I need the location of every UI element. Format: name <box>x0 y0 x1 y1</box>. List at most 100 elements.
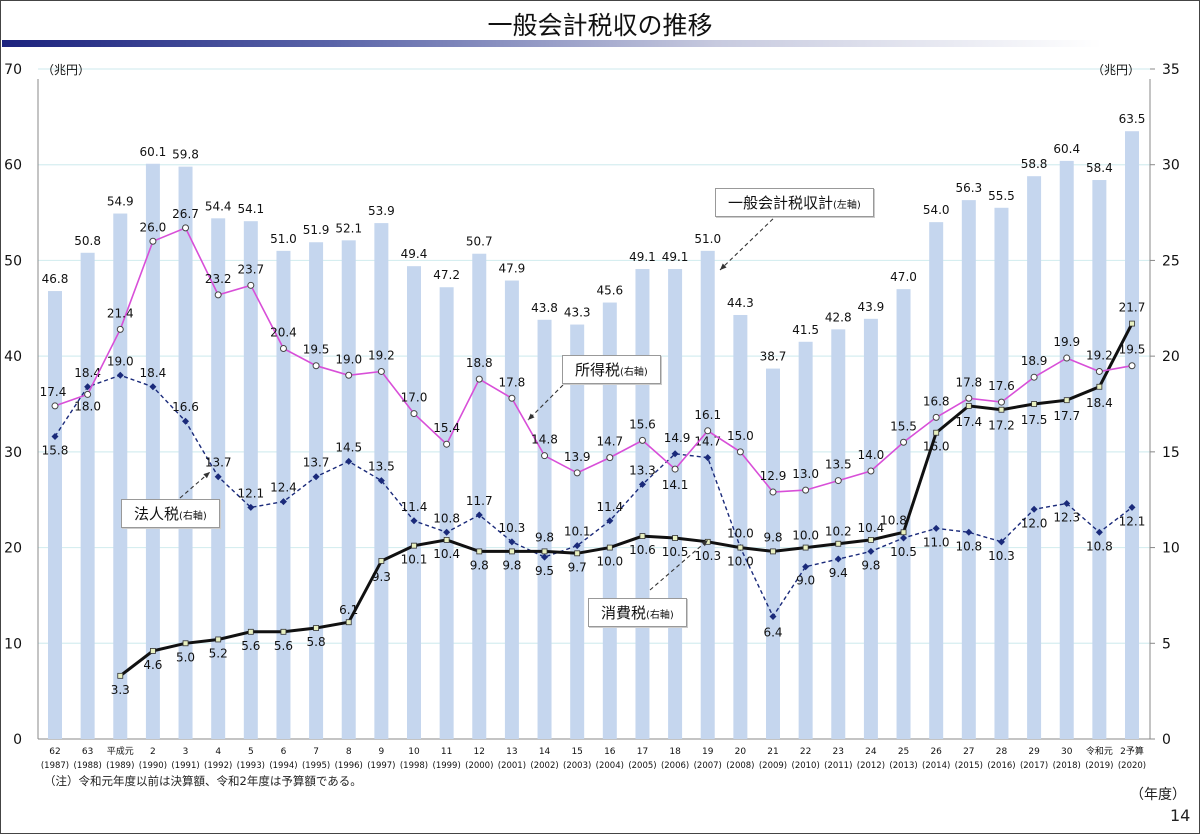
income-tax-value-label: 15.5 <box>890 419 917 433</box>
consumption-tax-marker <box>606 544 613 551</box>
income-tax-value-label: 16.1 <box>694 408 721 422</box>
bar-value-label: 43.8 <box>531 301 558 315</box>
consumption-tax-marker <box>770 548 776 555</box>
bar-value-label: 56.3 <box>955 181 982 195</box>
consumption-tax-value-label: 16.0 <box>923 440 950 454</box>
x-tick-year-label: (2014) <box>922 761 950 771</box>
bar <box>896 289 911 739</box>
x-tick-era-label: 27 <box>963 747 974 757</box>
income-tax-value-label: 14.0 <box>858 448 885 462</box>
x-tick-year-label: (1990) <box>139 761 167 771</box>
callout-consumption-tax-arrow-head <box>701 540 708 547</box>
bar-value-label: 38.7 <box>760 350 787 364</box>
corporate-tax-marker <box>573 542 581 550</box>
consumption-tax-marker <box>509 548 515 555</box>
consumption-tax-value-label: 5.2 <box>209 646 228 660</box>
y-right-tick-label: 10 <box>1162 541 1180 557</box>
income-tax-value-label: 15.6 <box>629 417 656 431</box>
income-tax-marker <box>997 398 1005 406</box>
consumption-tax-value-label: 10.0 <box>596 555 623 569</box>
x-tick-era-label: 23 <box>833 747 844 757</box>
consumption-tax-value-label: 3.3 <box>111 683 130 697</box>
corporate-tax-marker <box>279 498 287 506</box>
x-tick-era-label: 21 <box>767 747 778 757</box>
consumption-tax-value-label: 17.2 <box>988 419 1015 433</box>
callout-total-tax: 一般会計税収計(左軸) <box>715 188 874 217</box>
corporate-tax-marker <box>51 433 59 441</box>
bar-value-label: 49.1 <box>662 250 689 264</box>
corporate-tax-marker <box>247 503 255 511</box>
x-tick-year-label: (1995) <box>302 761 330 771</box>
x-tick-year-label: (2002) <box>530 761 558 771</box>
income-tax-line <box>54 226 1133 493</box>
consumption-tax-marker <box>541 548 548 555</box>
x-tick-year-label: (2012) <box>857 761 885 771</box>
income-tax-value-label: 15.4 <box>433 421 460 435</box>
corporate-tax-marker <box>671 450 679 458</box>
bar-value-label: 52.1 <box>335 221 362 235</box>
x-tick-era-label: 令和元 <box>1086 745 1113 757</box>
income-tax-marker <box>182 224 190 232</box>
x-tick-era-label: 30 <box>1061 747 1073 757</box>
income-tax-value-label: 17.8 <box>955 375 982 389</box>
consumption-tax-marker <box>672 535 678 541</box>
bar <box>798 341 813 739</box>
bar-value-label: 58.8 <box>1021 157 1048 171</box>
income-tax-value-label: 14.7 <box>596 435 623 449</box>
corporate-tax-marker <box>182 417 190 425</box>
bar <box>1027 176 1042 739</box>
income-tax-marker <box>345 371 353 379</box>
income-tax-marker <box>443 440 451 448</box>
income-tax-marker <box>475 375 483 383</box>
consumption-tax-value-label: 10.6 <box>629 543 656 557</box>
consumption-tax-value-label: 17.7 <box>1053 409 1080 423</box>
callout-corporate-tax-arrow-head <box>203 472 210 479</box>
y-left-tick-label: 50 <box>4 253 22 269</box>
callout-consumption-tax-label: 消費税 <box>601 604 647 622</box>
x-tick-era-label: 63 <box>82 747 93 757</box>
bar-value-label: 51.0 <box>270 232 297 246</box>
x-tick-era-label: 15 <box>571 747 582 757</box>
callout-income-tax-axis: (右軸) <box>620 367 648 378</box>
corporate-tax-marker <box>900 534 908 542</box>
bar <box>733 314 748 739</box>
corporate-tax-value-label: 9.5 <box>535 564 554 578</box>
bar-value-label: 41.5 <box>792 323 819 337</box>
x-tick-era-label: 2 <box>150 747 156 757</box>
bar <box>439 287 454 739</box>
bar-value-label: 43.9 <box>858 300 885 314</box>
callout-consumption-tax-arrow <box>649 539 709 591</box>
corporate-tax-marker <box>410 517 418 525</box>
footnote: （注）令和元年度以前は決算額、令和2年度は予算額である。 <box>44 774 362 788</box>
x-tick-year-label: (2006) <box>661 761 689 771</box>
bar <box>863 318 878 739</box>
consumption-tax-value-label: 9.7 <box>568 560 587 574</box>
corporate-tax-value-label: 19.0 <box>107 354 134 368</box>
consumption-tax-value-label: 9.8 <box>535 530 554 544</box>
consumption-tax-value-label: 5.0 <box>176 650 195 664</box>
x-tick-year-label: (2005) <box>628 761 656 771</box>
bar-value-label: 54.0 <box>923 203 950 217</box>
x-tick-year-label: (1997) <box>367 761 395 771</box>
corporate-tax-value-label: 12.3 <box>1053 511 1080 525</box>
consumption-tax-marker <box>933 429 940 436</box>
bar <box>276 250 291 739</box>
income-tax-marker <box>1095 367 1103 375</box>
bar-value-label: 53.9 <box>368 204 395 218</box>
income-tax-marker <box>802 486 810 494</box>
income-tax-value-label: 23.7 <box>237 262 264 276</box>
bar-value-label: 51.0 <box>694 232 721 246</box>
income-tax-value-label: 19.5 <box>1119 343 1146 357</box>
bar-value-label: 51.9 <box>303 223 330 237</box>
corporate-tax-value-label: 10.0 <box>727 527 754 541</box>
bar <box>113 213 128 739</box>
bar <box>407 266 421 739</box>
income-tax-marker <box>704 427 712 435</box>
x-tick-year-label: (1996) <box>335 761 363 771</box>
callout-corporate-tax-axis: (右軸) <box>179 511 207 522</box>
callout-total-tax-arrow-head <box>720 263 727 270</box>
consumption-tax-marker <box>737 544 744 551</box>
income-tax-marker <box>638 436 646 444</box>
corporate-tax-value-label: 12.1 <box>1119 514 1146 528</box>
consumption-tax-marker <box>378 558 385 564</box>
